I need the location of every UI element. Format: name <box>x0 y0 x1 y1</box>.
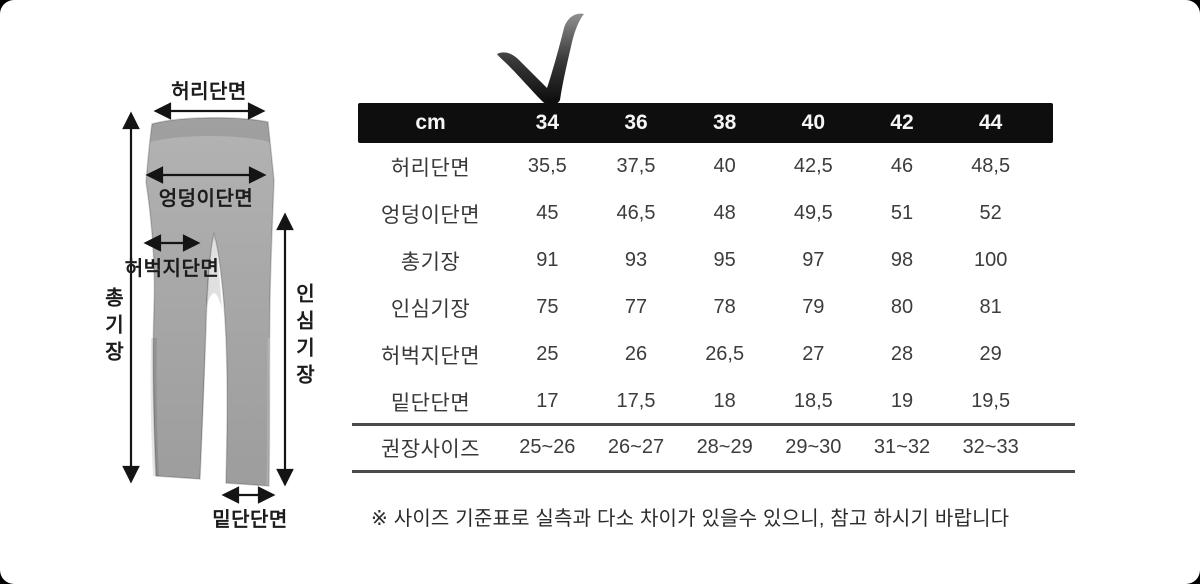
header-size-42: 42 <box>890 111 914 134</box>
cell: 77 <box>624 296 648 318</box>
recommended-size-row: 권장사이즈 25~26 26~27 28~29 29~30 31~32 32~3… <box>358 425 1035 470</box>
size-chart-footnote: ※ 사이즈 기준표로 실측과 다소 차이가 있을수 있으니, 참고 하시기 바랍… <box>371 508 1010 530</box>
checkmark-icon <box>497 13 584 106</box>
separator-line-bottom <box>352 470 1075 473</box>
cell: 31~32 <box>873 436 931 458</box>
pants-silhouette-and-arrows <box>122 102 294 504</box>
header-size-40: 40 <box>801 111 825 134</box>
cell: 25~26 <box>519 436 576 458</box>
cell: 81 <box>979 296 1002 318</box>
row-label: 엉덩이단면 <box>380 203 481 227</box>
measurement-arrows <box>122 102 294 504</box>
cell: 27 <box>802 343 825 365</box>
cell: 93 <box>624 249 648 271</box>
cell: 19,5 <box>971 390 1011 412</box>
cell: 79 <box>802 296 825 318</box>
pants-silhouette <box>145 116 275 487</box>
table-row: 허리단면 35,5 37,5 40 42,5 46 48,5 <box>358 143 1035 190</box>
cell: 26~27 <box>607 436 665 458</box>
cell: 91 <box>536 249 559 271</box>
cell: 17,5 <box>616 390 656 412</box>
cell: 46,5 <box>616 202 656 224</box>
table-row: 총기장 91 93 95 97 98 100 <box>358 237 1035 284</box>
cell: 98 <box>890 249 914 271</box>
cell: 40 <box>713 155 736 177</box>
pants-measurement-diagram: 허리단면 엉덩이단면 허벅지단면 총기장 인심기장 밑단단면 <box>90 58 342 544</box>
cell: 42,5 <box>793 155 833 177</box>
cell: 28~29 <box>696 436 753 458</box>
hem-label: 밑단단면 <box>212 509 288 531</box>
cell: 49,5 <box>793 202 833 224</box>
header-size-44: 44 <box>978 111 1003 134</box>
table-row: 인심기장 75 77 78 79 80 81 <box>358 284 1035 331</box>
cell: 48,5 <box>971 155 1011 177</box>
hip-label: 엉덩이단면 <box>158 188 254 210</box>
thigh-label: 허벅지단면 <box>124 258 220 280</box>
cell: 19 <box>890 390 914 412</box>
cell: 48 <box>713 202 736 224</box>
header-size-38: 38 <box>712 111 737 134</box>
cell: 28 <box>890 343 914 365</box>
size-table-body: 허리단면 35,5 37,5 40 42,5 46 48,5 엉덩이단면 45 … <box>358 143 1035 425</box>
cell: 26,5 <box>705 343 745 365</box>
size-table-header: cm 34 36 38 40 42 44 <box>358 103 1053 143</box>
header-unit-label: cm <box>415 111 446 134</box>
waist-label: 허리단면 <box>171 81 247 103</box>
table-row: 엉덩이단면 45 46,5 48 49,5 51 52 <box>358 190 1035 237</box>
table-row: 허벅지단면 25 26 26,5 27 28 29 <box>358 331 1035 378</box>
cell: 18,5 <box>793 390 833 412</box>
row-label: 권장사이즈 <box>380 437 481 461</box>
row-label: 총기장 <box>400 250 461 274</box>
cell: 45 <box>536 202 559 224</box>
row-label: 허벅지단면 <box>380 344 481 368</box>
header-size-36: 36 <box>624 111 648 134</box>
row-label: 허리단면 <box>390 156 471 180</box>
cell: 29 <box>979 343 1002 365</box>
cell: 29~30 <box>785 436 842 458</box>
separator-line-top <box>352 423 1075 426</box>
table-row: 밑단단면 17 17,5 18 18,5 19 19,5 <box>358 378 1035 425</box>
cell: 75 <box>536 296 559 318</box>
cell: 18 <box>713 390 736 412</box>
cell: 46 <box>890 155 914 177</box>
cell: 26 <box>624 343 648 365</box>
cell: 52 <box>979 202 1002 224</box>
inseam-label: 인심기장 <box>292 283 314 391</box>
row-label: 인심기장 <box>390 297 471 321</box>
cell: 37,5 <box>616 155 656 177</box>
total-length-label: 총기장 <box>101 287 123 368</box>
row-label: 밑단단면 <box>390 391 471 415</box>
cell: 97 <box>802 249 825 271</box>
header-size-34: 34 <box>535 111 559 134</box>
cell: 35,5 <box>527 155 567 177</box>
cell: 80 <box>890 296 914 318</box>
cell: 100 <box>973 249 1008 271</box>
cell: 78 <box>713 296 736 318</box>
cell: 32~33 <box>962 436 1019 458</box>
cell: 25 <box>536 343 559 365</box>
cell: 51 <box>890 202 914 224</box>
cell: 17 <box>536 390 559 412</box>
cell: 95 <box>713 249 736 271</box>
